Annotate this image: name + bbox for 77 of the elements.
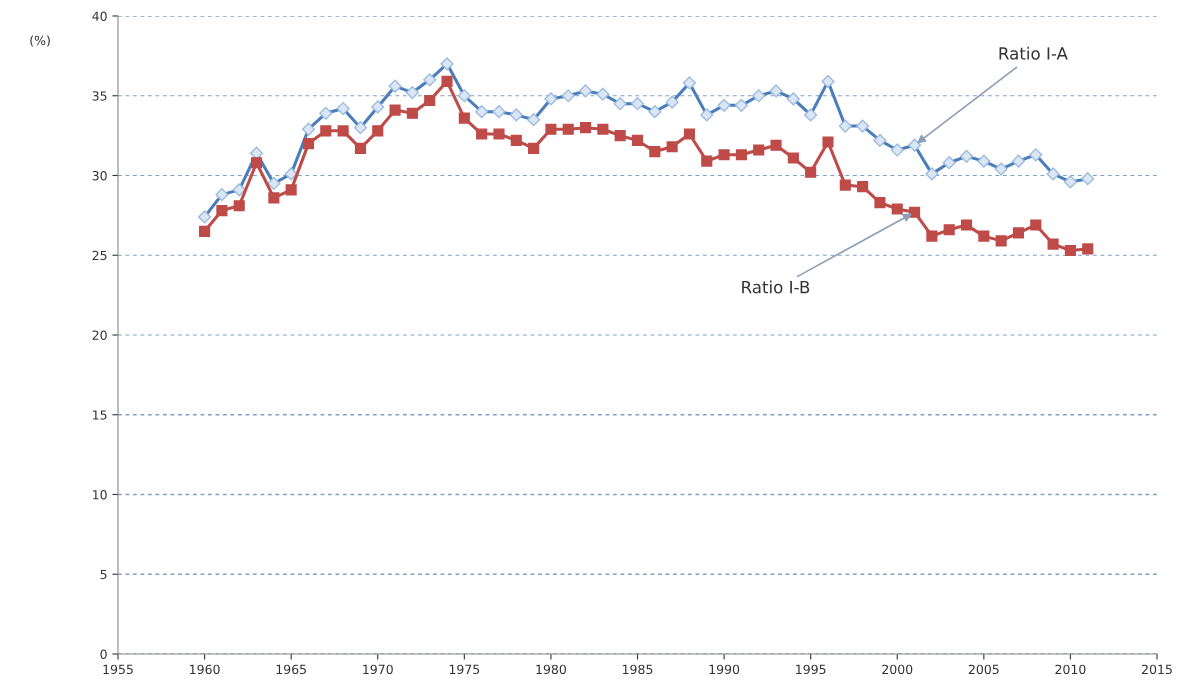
- point: [614, 130, 626, 142]
- point: [493, 128, 505, 140]
- point: [891, 203, 903, 215]
- x-tick-label: 1985: [622, 664, 653, 675]
- point: [285, 184, 297, 196]
- x-tick-label: 1960: [190, 664, 220, 675]
- point: [1064, 244, 1076, 257]
- point: [735, 149, 747, 161]
- annotation: Ratio I-A: [999, 46, 1068, 60]
- x-tick-label: 2015: [1142, 664, 1172, 675]
- point: [424, 94, 436, 107]
- point: [476, 128, 488, 140]
- point: [701, 155, 713, 167]
- point: [649, 146, 661, 158]
- x-tick-label: 1995: [796, 664, 826, 675]
- point: [805, 166, 817, 178]
- point: [718, 149, 730, 161]
- point: [1082, 243, 1094, 255]
- y-axis-title: (%): [30, 35, 50, 47]
- point: [354, 142, 366, 154]
- x-tick-label: 1955: [103, 664, 133, 675]
- point: [943, 224, 955, 236]
- x-tick-label: 1980: [536, 664, 566, 675]
- y-tick-label: 40: [92, 11, 107, 21]
- point: [406, 107, 418, 119]
- point: [233, 200, 245, 212]
- x-tick-label: 2005: [968, 664, 999, 675]
- point: [857, 181, 869, 193]
- point: [926, 230, 938, 242]
- point: [787, 152, 799, 164]
- point: [683, 128, 696, 140]
- point: [510, 134, 522, 146]
- y-tick-label: 25: [92, 250, 107, 261]
- point: [216, 205, 228, 217]
- x-tick-label: 1975: [449, 664, 480, 675]
- y-tick-label: 10: [93, 489, 107, 500]
- point: [1030, 219, 1042, 231]
- point: [458, 112, 470, 124]
- y-tick-label: 20: [92, 330, 107, 340]
- y-tick-label: 30: [92, 170, 107, 181]
- x-tick-label: 1970: [363, 664, 393, 675]
- point: [1012, 227, 1025, 239]
- point: [562, 123, 574, 135]
- point: [822, 136, 834, 148]
- y-tick-label: 5: [100, 569, 107, 580]
- point: [995, 235, 1007, 247]
- point: [268, 192, 280, 204]
- point: [631, 134, 644, 146]
- annotation: Ratio I-B: [742, 280, 810, 294]
- point: [1047, 238, 1059, 250]
- x-tick-label: 2000: [882, 664, 913, 675]
- point: [909, 206, 921, 218]
- point: [978, 230, 990, 242]
- point: [960, 219, 973, 231]
- y-tick-label: 35: [92, 91, 107, 101]
- point: [597, 123, 609, 135]
- y-tick-label: 0: [100, 649, 107, 659]
- x-tick-label: 2010: [1055, 664, 1086, 675]
- point: [874, 197, 886, 209]
- x-tick-label: 1965: [276, 664, 306, 675]
- y-tick-label: 15: [93, 410, 107, 420]
- point: [770, 139, 782, 151]
- point: [250, 157, 263, 169]
- point: [199, 225, 211, 237]
- point: [753, 144, 765, 156]
- point: [337, 125, 349, 137]
- point: [389, 104, 401, 116]
- point: [579, 122, 592, 134]
- x-tick-label: 1990: [709, 664, 740, 675]
- point: [320, 125, 332, 137]
- point: [545, 123, 557, 135]
- point: [528, 142, 540, 154]
- point: [441, 75, 453, 87]
- point: [666, 141, 678, 153]
- point: [839, 179, 851, 191]
- point: [372, 125, 384, 137]
- point: [302, 138, 315, 150]
